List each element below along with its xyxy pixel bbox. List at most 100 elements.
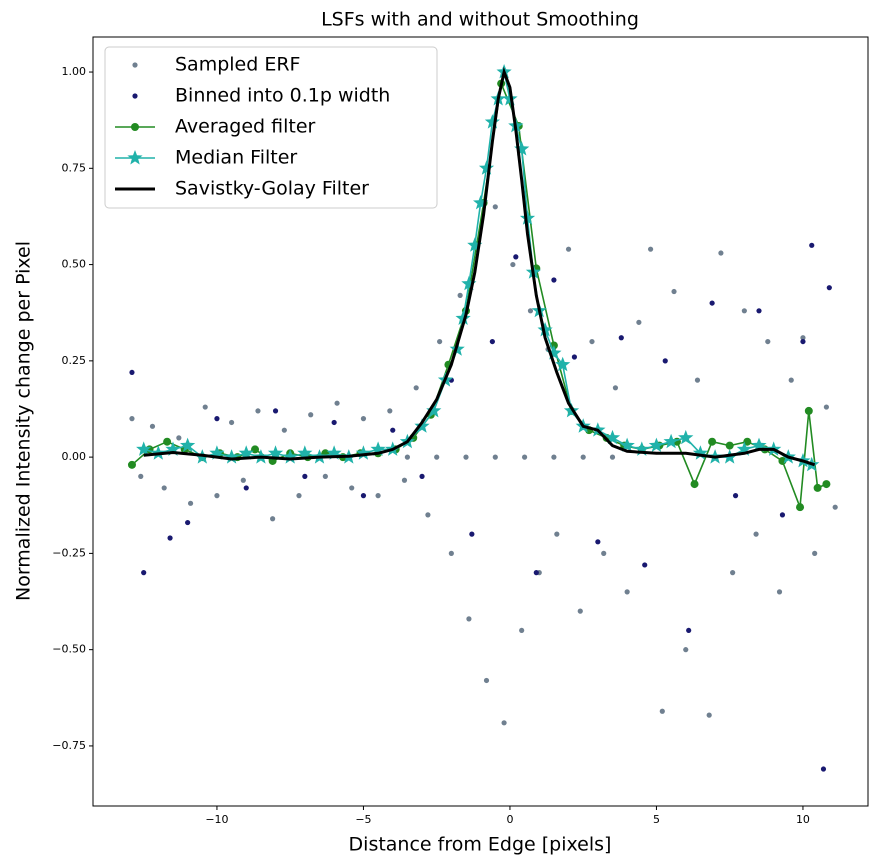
- point: [800, 335, 806, 341]
- point: [601, 550, 607, 556]
- star-point: [355, 445, 372, 460]
- point: [334, 400, 340, 406]
- point: [270, 516, 276, 522]
- plot-frame: [92, 36, 869, 807]
- point: [469, 531, 475, 537]
- point: [554, 531, 560, 537]
- star-point: [648, 437, 665, 452]
- legend-label: Sampled ERF: [175, 54, 300, 76]
- y-tick-label: −0.25: [52, 546, 86, 559]
- legend-marker: [127, 150, 143, 165]
- star-point: [461, 275, 477, 291]
- point: [510, 261, 516, 268]
- point: [577, 608, 583, 614]
- point: [796, 503, 805, 512]
- point: [779, 512, 786, 518]
- point: [809, 242, 815, 248]
- series-line: [143, 66, 816, 467]
- point: [743, 437, 752, 446]
- point: [187, 500, 194, 506]
- plot-area: [127, 64, 838, 772]
- point: [214, 493, 220, 499]
- star-point: [546, 345, 562, 360]
- star-point: [370, 441, 386, 456]
- point: [832, 504, 838, 510]
- point: [404, 454, 410, 460]
- point: [595, 539, 601, 545]
- point: [521, 454, 528, 460]
- y-tick-label: 1.00: [62, 65, 87, 78]
- point: [483, 677, 490, 684]
- point: [741, 308, 747, 314]
- point: [360, 416, 367, 422]
- point: [804, 406, 813, 415]
- point: [243, 485, 249, 491]
- point: [251, 445, 260, 454]
- star-point: [514, 141, 530, 156]
- star-point: [751, 437, 767, 452]
- point: [302, 473, 308, 479]
- point: [551, 454, 557, 460]
- star-point: [282, 449, 298, 464]
- point: [647, 246, 654, 252]
- legend-label: Median Filter: [175, 147, 297, 169]
- x-tick-label: 10: [796, 813, 810, 826]
- legend-box: [104, 46, 438, 209]
- star-point: [224, 449, 240, 464]
- point: [753, 531, 759, 537]
- point: [149, 423, 156, 429]
- y-tick-label: 0.00: [62, 450, 87, 463]
- point: [360, 493, 367, 499]
- point: [185, 519, 191, 526]
- star-point: [619, 437, 635, 452]
- point: [425, 512, 431, 518]
- point: [513, 254, 519, 260]
- point: [129, 369, 135, 376]
- star-point: [478, 160, 495, 175]
- point: [565, 246, 572, 252]
- y-tick-label: −0.50: [52, 643, 86, 656]
- chart-title: LSFs with and without Smoothing: [321, 9, 639, 31]
- point: [228, 419, 235, 426]
- star-point: [537, 322, 553, 337]
- x-tick-label: 5: [653, 813, 660, 826]
- point: [690, 480, 699, 489]
- point: [163, 437, 172, 446]
- point: [457, 292, 463, 298]
- point: [129, 416, 135, 422]
- point: [127, 460, 136, 469]
- star-point: [180, 437, 196, 452]
- star-point: [326, 445, 342, 460]
- point: [659, 708, 665, 714]
- point: [466, 616, 472, 622]
- point: [812, 550, 818, 556]
- point: [322, 473, 328, 479]
- point: [718, 250, 724, 256]
- x-tick-label: 0: [506, 813, 513, 826]
- x-tick-label: −5: [355, 813, 371, 826]
- star-point: [634, 441, 650, 456]
- legend-label: Binned into 0.1p width: [175, 85, 390, 107]
- point: [776, 589, 783, 595]
- star-point: [297, 445, 313, 460]
- point: [527, 308, 534, 314]
- point: [255, 408, 261, 414]
- point: [636, 319, 642, 325]
- star-point: [165, 441, 181, 456]
- point: [463, 454, 469, 460]
- point: [788, 377, 794, 383]
- point: [141, 570, 147, 576]
- point: [308, 412, 314, 418]
- star-point: [467, 237, 483, 252]
- point: [281, 427, 287, 433]
- point: [730, 570, 736, 576]
- point: [612, 385, 619, 391]
- y-tick-label: −0.75: [52, 739, 86, 752]
- point: [709, 300, 715, 306]
- point: [642, 562, 648, 568]
- point: [489, 338, 495, 345]
- legend-label: Averaged filter: [175, 116, 316, 138]
- star-point: [736, 441, 752, 456]
- point: [138, 473, 144, 479]
